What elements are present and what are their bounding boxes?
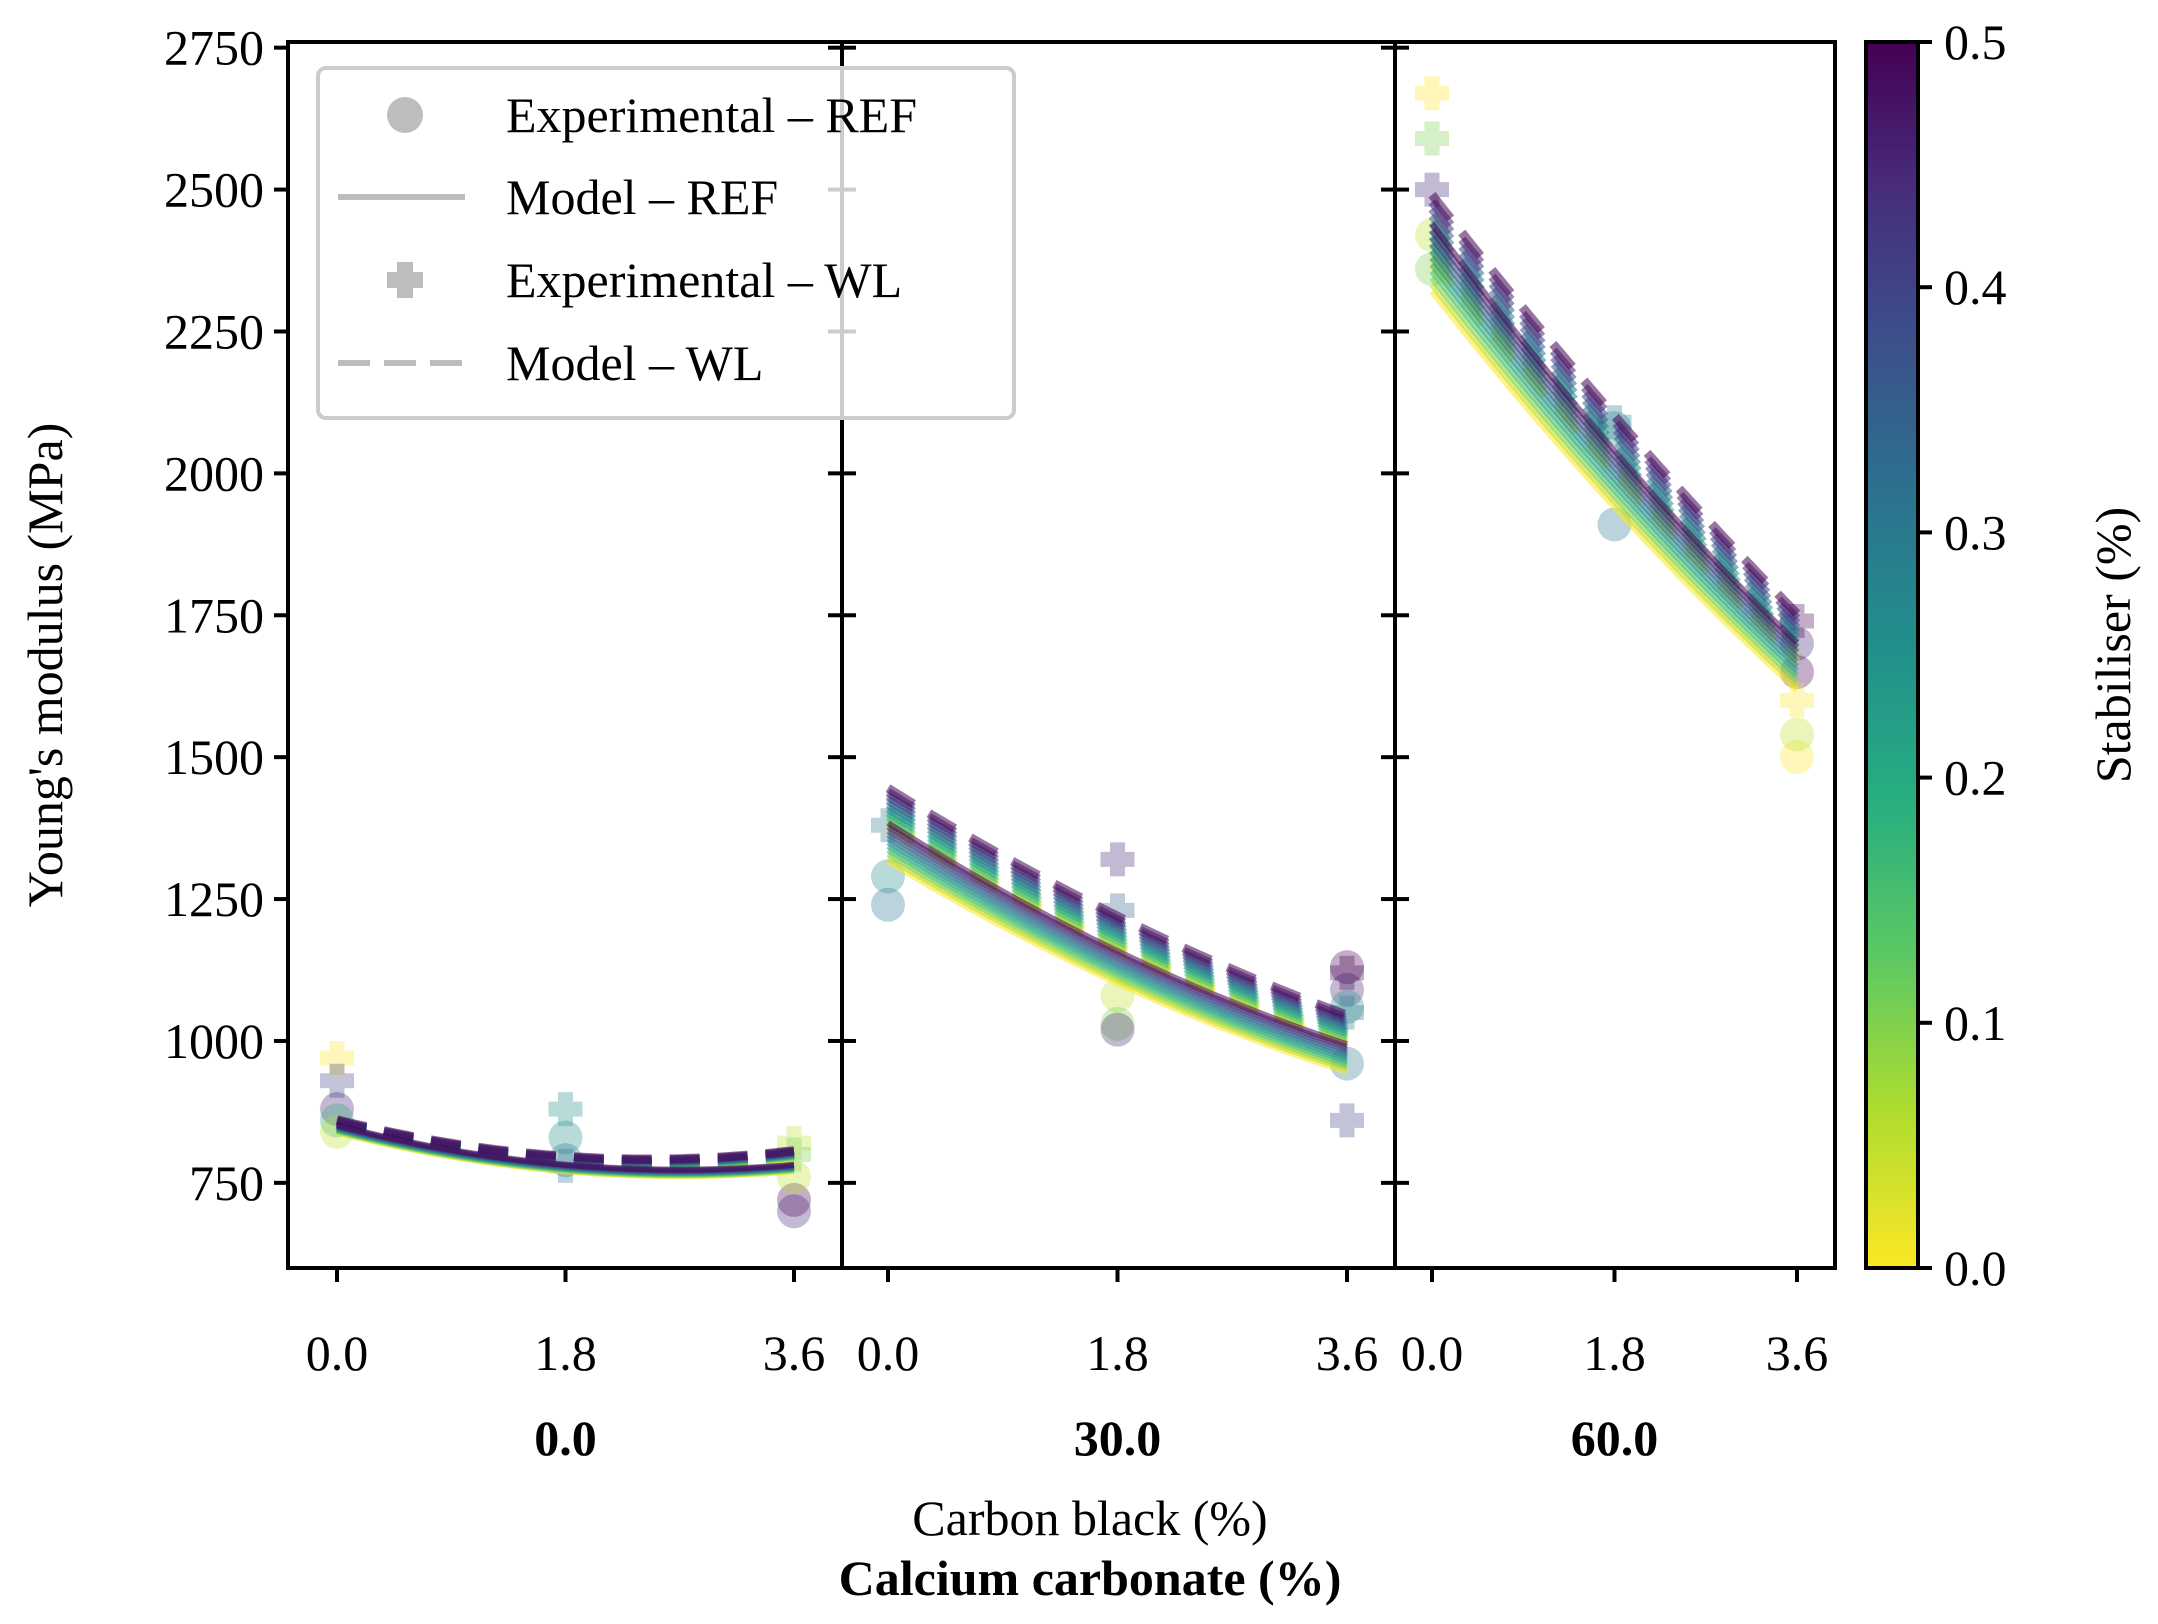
y-tick-label: 2750 bbox=[164, 20, 264, 76]
x-axis-label: Carbon black (%) bbox=[912, 1490, 1267, 1546]
legend-label: Experimental – REF bbox=[506, 87, 917, 143]
model-ref-line bbox=[1429, 262, 1800, 674]
group-label: 60.0 bbox=[1571, 1410, 1659, 1466]
colorbar-tick-label: 0.3 bbox=[1944, 504, 2007, 560]
axes-layer: 0.0 1.8 3.6 0.0 750 1000 1250 1500 1750 2000 2250 2… bbox=[164, 20, 1837, 1466]
y-tick-label: 1500 bbox=[164, 729, 264, 785]
model-ref-line bbox=[886, 820, 1348, 1048]
legend-frame bbox=[316, 66, 1016, 420]
experimental-wl-point bbox=[777, 1126, 811, 1161]
x-tick-label: 0.0 bbox=[1401, 1325, 1464, 1381]
model-wl-line bbox=[335, 1115, 795, 1164]
panel-0 bbox=[320, 1040, 811, 1229]
x-tick-label: 0.0 bbox=[306, 1325, 369, 1381]
panel-1 bbox=[871, 784, 1364, 1138]
x-tick-label: 1.8 bbox=[534, 1325, 597, 1381]
experimental-ref-point bbox=[871, 887, 905, 922]
model-wl-line bbox=[1428, 192, 1801, 617]
experimental-wl-point bbox=[1100, 842, 1135, 877]
model-ref-line bbox=[1429, 269, 1800, 678]
experimental-ref-point bbox=[548, 1120, 583, 1155]
model-ref-line bbox=[336, 1122, 795, 1173]
experimental-ref-point bbox=[777, 1182, 811, 1217]
group-axis-label: Calcium carbonate (%) bbox=[839, 1550, 1342, 1606]
x-tick-label: 3.6 bbox=[1316, 1325, 1379, 1381]
group-label: 0.0 bbox=[534, 1410, 597, 1466]
y-tick-label: 1750 bbox=[164, 587, 264, 643]
experimental-wl-point bbox=[548, 1092, 583, 1127]
experimental-wl-point bbox=[1415, 76, 1449, 111]
experimental-wl-point bbox=[320, 1063, 354, 1098]
y-tick-label: 1000 bbox=[164, 1013, 264, 1069]
legend-label: Experimental – WL bbox=[506, 252, 902, 308]
group-label: 30.0 bbox=[1074, 1410, 1162, 1466]
model-ref-line bbox=[1429, 276, 1800, 683]
x-tick-label: 3.6 bbox=[1766, 1325, 1829, 1381]
colorbar-tick-label: 0.1 bbox=[1944, 995, 2007, 1051]
experimental-ref-point bbox=[1330, 950, 1364, 985]
panel-2 bbox=[1415, 76, 1814, 775]
model-ref-line bbox=[1429, 222, 1800, 645]
x-tick-label: 1.8 bbox=[1086, 1325, 1149, 1381]
colorbar-label: Stabiliser (%) bbox=[2085, 507, 2141, 783]
x-tick-label: 1.8 bbox=[1583, 1325, 1646, 1381]
model-ref-line bbox=[1429, 289, 1800, 693]
experimental-ref-point bbox=[1780, 740, 1814, 775]
legend: Experimental – REF Model – REF Experimenta… bbox=[316, 66, 1016, 420]
legend-label: Model – WL bbox=[506, 335, 763, 391]
model-wl-line bbox=[885, 784, 1349, 1020]
experimental-ref-point bbox=[1100, 1006, 1135, 1041]
experimental-wl-point bbox=[320, 1040, 354, 1075]
x-tick-label: 3.6 bbox=[763, 1325, 826, 1381]
experimental-wl-point bbox=[1330, 995, 1364, 1030]
model-ref-line bbox=[1429, 228, 1800, 650]
panels-layer bbox=[320, 76, 1814, 1229]
model-ref-line bbox=[1429, 242, 1800, 660]
experimental-ref-point bbox=[1100, 1012, 1135, 1047]
legend-plus-marker bbox=[387, 262, 423, 298]
experimental-ref-point bbox=[777, 1194, 811, 1229]
y-tick-label: 750 bbox=[189, 1155, 264, 1211]
model-ref-line bbox=[1429, 255, 1800, 669]
colorbar-gradient bbox=[1864, 40, 1920, 1270]
model-ref-line bbox=[1429, 249, 1800, 664]
colorbar-tick-label: 0.5 bbox=[1944, 14, 2007, 70]
experimental-wl-point bbox=[1415, 172, 1449, 207]
experimental-wl-point bbox=[1100, 893, 1135, 928]
colorbar-tick-label: 0.0 bbox=[1944, 1240, 2007, 1296]
x-tick-label: 0.0 bbox=[857, 1325, 920, 1381]
y-tick-label: 2500 bbox=[164, 162, 264, 218]
model-ref-line bbox=[1429, 282, 1800, 688]
y-tick-label: 2000 bbox=[164, 445, 264, 501]
legend-label: Model – REF bbox=[506, 169, 778, 225]
colorbar: 0.0 0.1 0.2 0.3 0.4 0.5 bbox=[1864, 14, 2007, 1296]
experimental-ref-point bbox=[1780, 717, 1814, 752]
colorbar-tick-label: 0.4 bbox=[1944, 259, 2007, 315]
y-axis-label: Young's modulus (MPa) bbox=[17, 423, 73, 908]
legend-circle-marker bbox=[387, 97, 423, 133]
y-tick-label: 1250 bbox=[164, 871, 264, 927]
model-ref-line bbox=[1429, 235, 1800, 655]
axis-labels: Young's modulus (MPa) Carbon black (%) C… bbox=[17, 423, 2141, 1606]
experimental-ref-point bbox=[1330, 972, 1364, 1007]
colorbar-tick-label: 0.2 bbox=[1944, 750, 2007, 806]
y-tick-label: 2250 bbox=[164, 303, 264, 359]
experimental-wl-point bbox=[1330, 1103, 1364, 1138]
experimental-wl-point bbox=[1330, 955, 1364, 990]
experimental-wl-point bbox=[1780, 683, 1814, 718]
experimental-wl-point bbox=[1415, 121, 1449, 156]
